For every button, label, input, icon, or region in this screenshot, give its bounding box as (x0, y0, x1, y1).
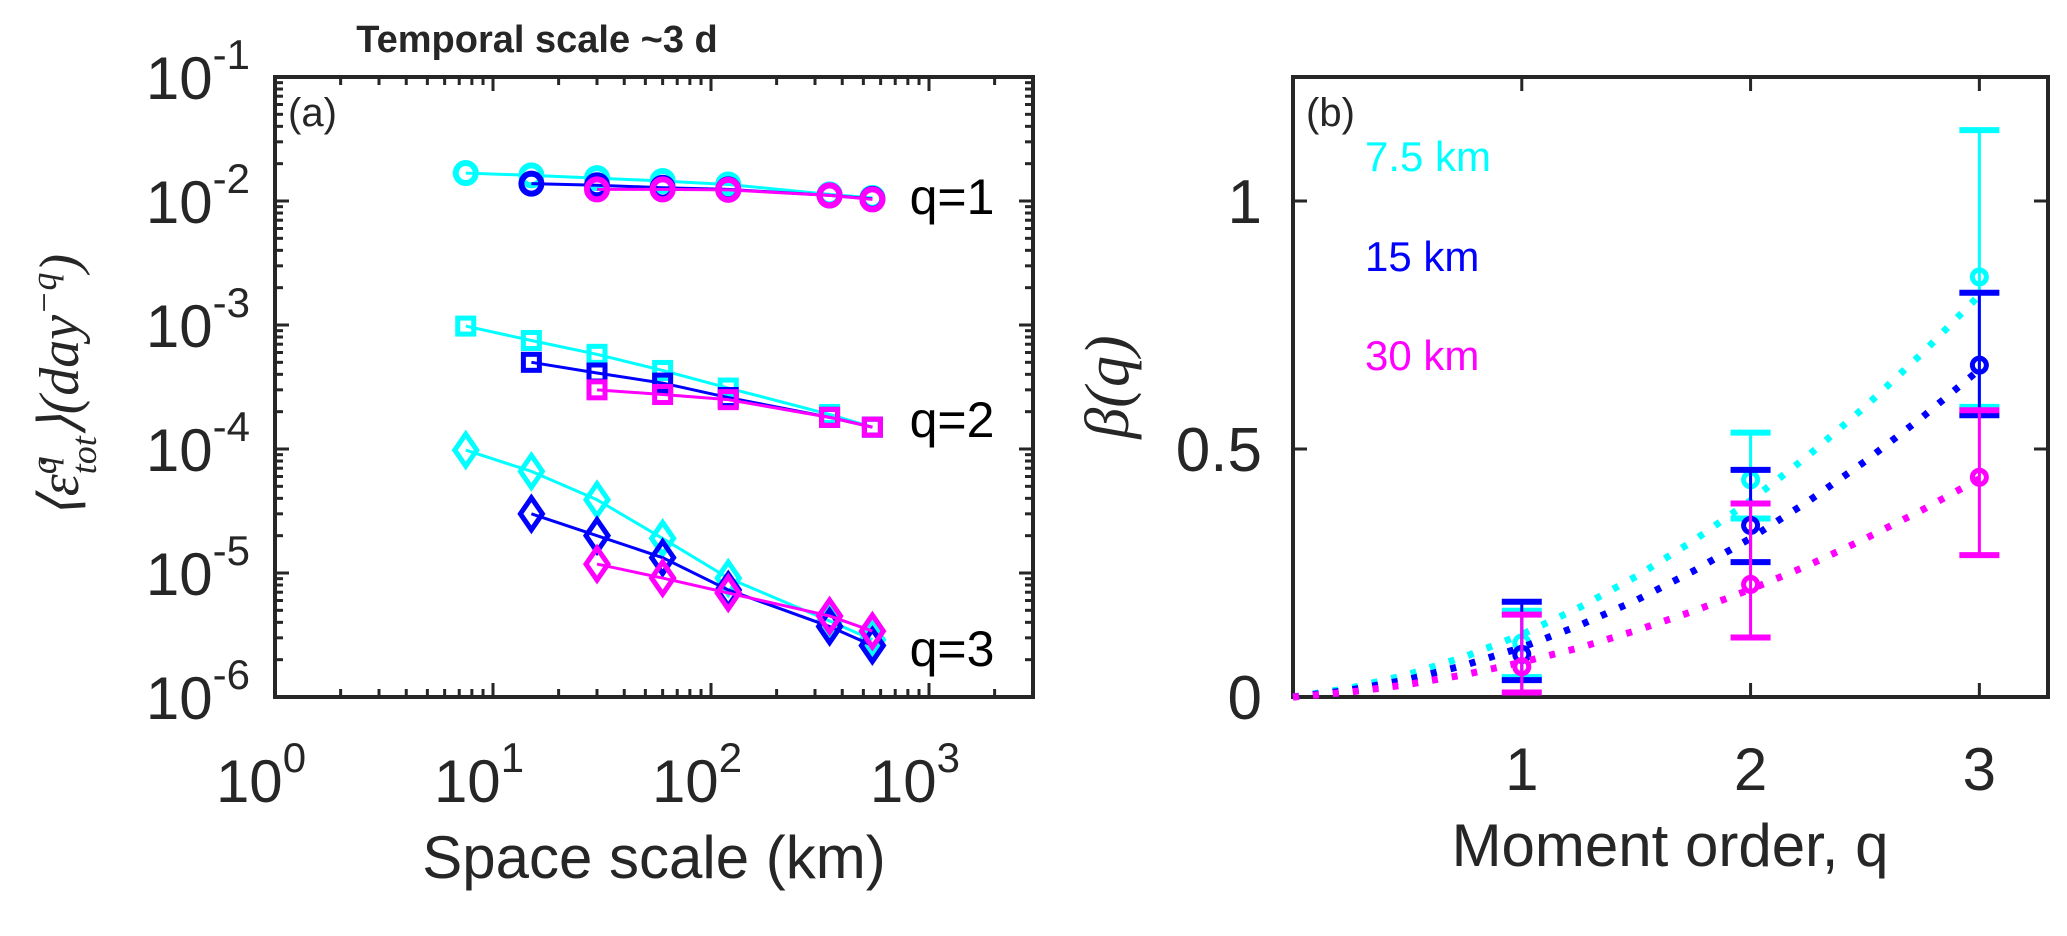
x-tick-label: 2 (1734, 736, 1767, 803)
data-point-square (819, 406, 841, 428)
data-point-diamond (582, 543, 612, 585)
x-tick-label: 3 (1963, 736, 1996, 803)
series-line (596, 388, 873, 429)
data-point-circle (1741, 574, 1761, 594)
y-tick-label: 10-4 (146, 403, 250, 484)
panel-a-log-scaling-plot: 100 101 102 103 10-1 10-2 10-3 10-4 10-5 10-6 ⟨ε̇q… (24, 31, 1035, 815)
x-tick-label: 103 (870, 734, 960, 815)
data-point-diamond (451, 429, 480, 471)
y-tick-label: 10-3 (146, 279, 250, 360)
y-tick-label: 10-1 (146, 31, 250, 112)
y-tick-label: 10-6 (146, 651, 250, 732)
data-point-diamond (648, 557, 677, 599)
data-point-circle (1512, 657, 1532, 677)
data-point-square (652, 384, 674, 406)
legend-entry-15-km: 15 km (1365, 233, 1479, 280)
series-7-5-km (1292, 127, 2000, 701)
fit-curve-dotted (1292, 475, 1982, 701)
data-point-circle (452, 160, 479, 187)
figure-title: Temporal scale ~3 d (356, 19, 718, 61)
q-label: q=1 (910, 169, 995, 225)
data-point-circle (816, 182, 843, 209)
data-point-circle (518, 170, 545, 197)
panel-a-axes-box (273, 75, 1035, 699)
y-tick-label: 0.5 (1176, 416, 1262, 485)
data-point-diamond (648, 518, 677, 559)
data-point-diamond (714, 572, 743, 614)
data-point-square (520, 351, 542, 373)
data-point-diamond (517, 493, 546, 535)
panel-a-xlabel: Space scale (km) (422, 824, 885, 891)
series-group-q-1 (452, 160, 886, 213)
data-point-square (520, 329, 542, 351)
data-point-circle (715, 176, 742, 203)
series-line (596, 562, 873, 633)
data-point-square (652, 372, 674, 394)
panel-b-label: (b) (1306, 91, 1355, 135)
fit-curve-dotted (1292, 366, 1982, 701)
legend-entry-7-5-km: 7.5 km (1365, 133, 1491, 180)
data-point-square (586, 379, 608, 401)
panel-b-beta-plot: 1 2 3 0 0.5 1 7.5 km 15 km 30 km (1176, 75, 2050, 803)
panel-a-ylabel: ⟨ε̇qtot⟩(day−q) (24, 254, 104, 518)
legend-entry-30-km: 30 km (1365, 332, 1479, 379)
data-point-diamond (858, 610, 887, 652)
y-tick-label: 1 (1228, 168, 1262, 237)
data-point-square (652, 359, 674, 381)
panel-a-label: (a) (288, 91, 337, 135)
panel-b-xlabel: Moment order, q (1452, 812, 1889, 879)
y-tick-label: 10-5 (146, 527, 250, 608)
data-point-circle (859, 186, 886, 213)
data-point-circle (1969, 467, 1989, 487)
panel-b-axes-box (1291, 75, 2050, 699)
data-point-diamond (815, 595, 844, 637)
series-line (465, 324, 873, 429)
y-tick-label: 10-2 (146, 155, 250, 236)
data-point-circle (584, 176, 611, 203)
x-tick-label: 101 (434, 734, 524, 815)
series-group-q-2 (455, 315, 883, 438)
series-30-km (1292, 407, 2000, 701)
y-tick-label: 0 (1228, 664, 1262, 733)
data-point-diamond (517, 450, 546, 492)
data-point-diamond (648, 537, 677, 579)
data-point-square (586, 343, 608, 365)
series-line (597, 187, 873, 201)
series-group-q-3 (451, 429, 887, 666)
data-point-square (861, 416, 883, 438)
data-point-circle (1969, 355, 1989, 375)
q-label: q=3 (910, 621, 995, 677)
panel-b-ylabel: β(q) (1074, 335, 1142, 439)
data-point-circle (649, 176, 676, 203)
x-tick-label: 1 (1505, 736, 1538, 803)
data-point-square (455, 315, 477, 337)
data-point-circle (1969, 267, 1989, 287)
q-label: q=2 (910, 392, 995, 448)
data-point-square (717, 389, 739, 411)
x-tick-label: 102 (652, 734, 742, 815)
x-tick-label: 100 (216, 734, 306, 815)
